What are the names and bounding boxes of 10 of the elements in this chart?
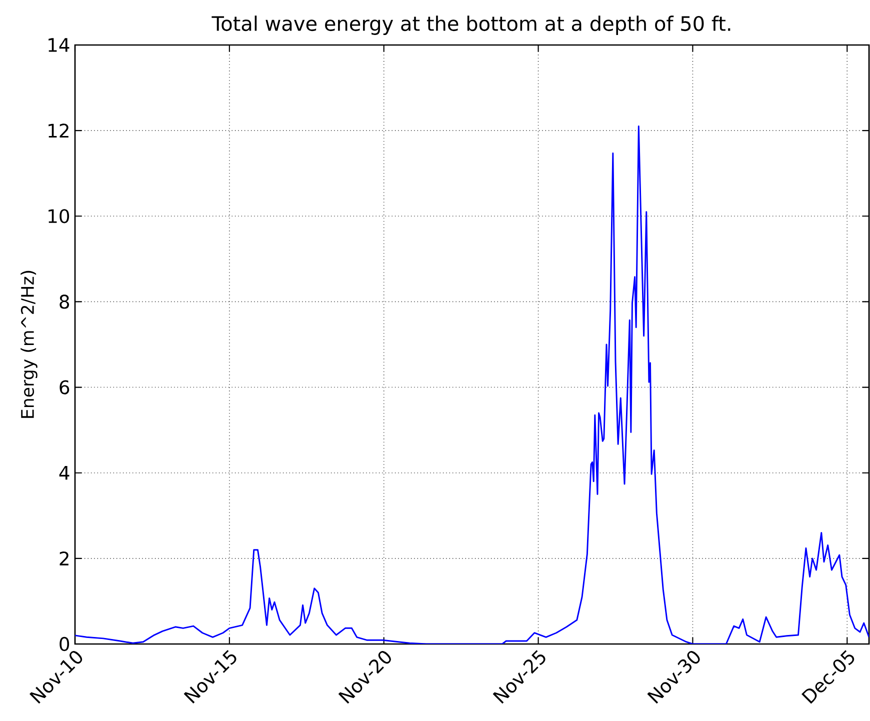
y-tick-label: 0 [60,636,70,652]
y-tick-label: 14 [48,38,70,52]
y-tick-label: 6 [60,380,70,394]
y-tick-label: 8 [60,294,70,309]
y-tick-label: 4 [59,466,70,480]
y-tick-label: 10 [48,209,70,224]
chart-title: Total wave energy at the bottom at a depth of 50 ft. [212,16,730,35]
y-tick-label: 2 [60,551,68,566]
y-axis-title: Energy (m^2/Hz) [20,270,38,418]
y-tick-label: 12 [48,124,68,138]
